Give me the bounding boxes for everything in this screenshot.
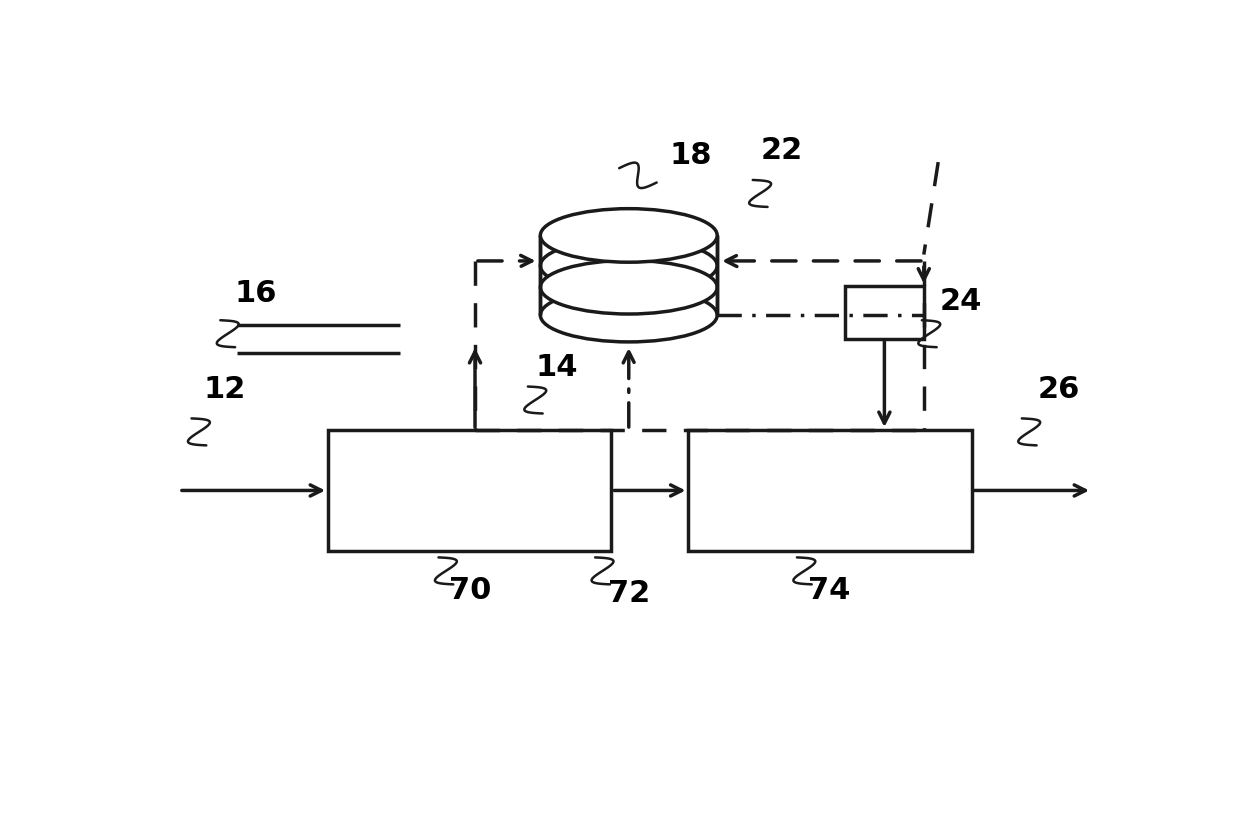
Text: 26: 26 [1037,375,1080,404]
Text: 14: 14 [536,352,578,381]
Text: 72: 72 [608,578,650,607]
Bar [541,237,717,316]
Bar [541,237,717,316]
Ellipse shape [541,289,717,342]
Text: 74: 74 [808,575,851,604]
Ellipse shape [541,261,717,314]
Text: 70: 70 [449,575,491,604]
Text: 24: 24 [939,287,982,316]
Text: 18: 18 [670,141,713,170]
Text: 16: 16 [234,279,278,308]
Ellipse shape [541,240,717,293]
Text: 22: 22 [760,136,802,165]
Text: 12: 12 [203,375,246,404]
Ellipse shape [541,209,717,263]
Bar [327,430,611,552]
Bar [688,430,972,552]
Bar [844,287,924,339]
